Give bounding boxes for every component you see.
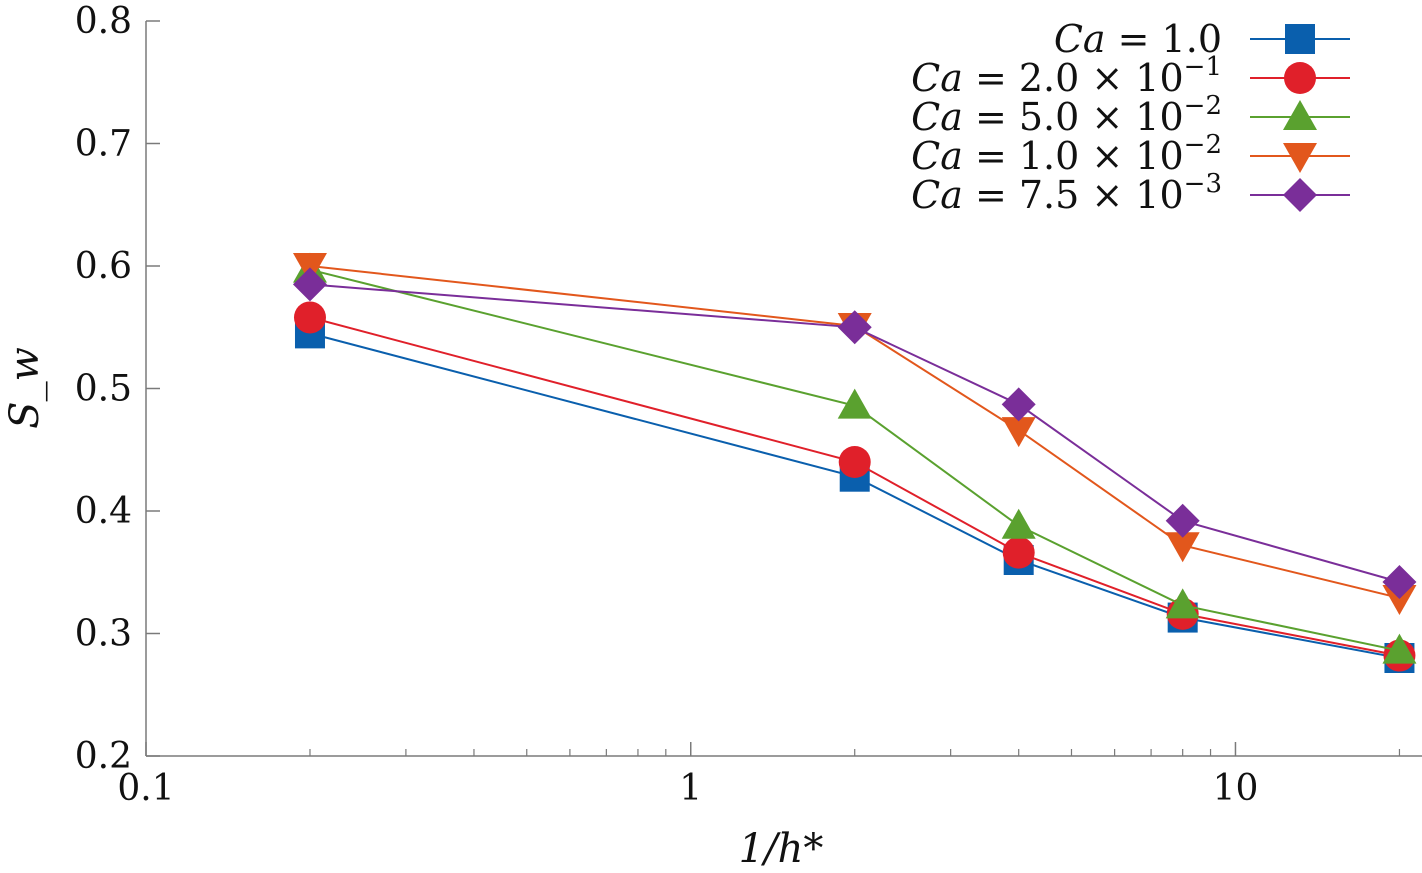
- x-tick-label: 10: [1213, 768, 1259, 809]
- series-1: [294, 318, 1415, 673]
- legend-label: Ca = 5.0 × 10−2: [911, 91, 1222, 139]
- legend: Ca = 1.0Ca = 2.0 × 10−1Ca = 5.0 × 10−2Ca…: [911, 17, 1350, 217]
- data-point: [1382, 565, 1417, 600]
- data-point: [1165, 588, 1200, 619]
- x-tick-label: 0.1: [117, 768, 174, 809]
- y-tick-label: 0.5: [75, 369, 132, 410]
- legend-marker: [1285, 24, 1315, 54]
- data-point: [1165, 532, 1200, 563]
- legend-entry-5: Ca = 7.5 × 10−3: [911, 169, 1350, 217]
- y-tick-label: 0.3: [75, 614, 132, 655]
- data-point: [293, 301, 326, 334]
- legend-marker: [1284, 62, 1316, 94]
- data-point: [1382, 633, 1417, 664]
- data-point: [838, 446, 871, 478]
- y-tick-label: 0.4: [75, 491, 132, 532]
- legend-label: Ca = 2.0 × 10−1: [911, 52, 1222, 100]
- legend-marker: [1283, 100, 1317, 130]
- legend-marker: [1283, 178, 1317, 212]
- y-tick-label: 0.6: [75, 246, 132, 287]
- data-point: [292, 267, 327, 302]
- series-line: [309, 332, 1400, 659]
- legend-entry-3: Ca = 5.0 × 10−2: [911, 91, 1350, 139]
- plot-area: [292, 252, 1417, 673]
- x-axis-label: 1/h*: [739, 826, 824, 872]
- data-point: [1382, 584, 1417, 615]
- legend-entry-2: Ca = 2.0 × 10−1: [911, 52, 1350, 100]
- data-point: [837, 310, 872, 345]
- series-5: [292, 267, 1417, 600]
- data-point: [1002, 536, 1035, 569]
- legend-entry-4: Ca = 1.0 × 10−2: [911, 130, 1350, 178]
- y-tick-label: 0.7: [75, 124, 132, 165]
- x-tick-label: 1: [679, 768, 702, 809]
- data-point: [1001, 417, 1036, 448]
- legend-label: Ca = 1.0 × 10−2: [911, 130, 1222, 178]
- data-point: [837, 388, 872, 419]
- data-point: [1165, 503, 1200, 538]
- legend-label: Ca = 1.0: [1054, 17, 1222, 61]
- legend-marker: [1283, 143, 1317, 173]
- legend-entry-1: Ca = 1.0: [1054, 17, 1350, 61]
- data-point: [1001, 508, 1036, 539]
- data-point: [1001, 387, 1036, 422]
- y-axis-label: S_w: [2, 347, 48, 429]
- axes: 0.2 0.3 0.4 0.5 0.6 0.7 0.8 0.1 1 10: [75, 1, 1422, 809]
- y-tick-label: 0.2: [75, 736, 132, 777]
- y-tick-label: 0.8: [75, 1, 132, 42]
- legend-label: Ca = 7.5 × 10−3: [911, 169, 1222, 217]
